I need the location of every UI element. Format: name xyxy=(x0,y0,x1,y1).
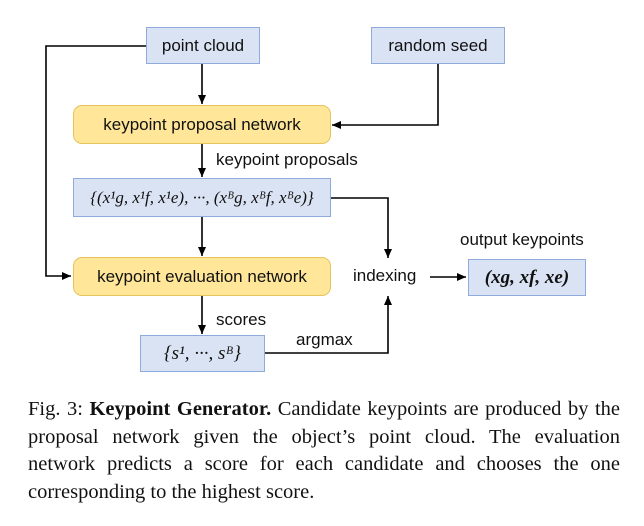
arrow-set-to-indexing xyxy=(331,197,392,258)
arrow-pointcloud-to-evaluation xyxy=(45,45,146,280)
caption-title: Keypoint Generator. xyxy=(89,398,272,420)
keypoint-evaluation-network-node: keypoint evaluation network xyxy=(73,257,331,296)
caption-prefix: Fig. 3: xyxy=(28,398,83,420)
keypoint-proposal-network-node: keypoint proposal network xyxy=(73,105,331,144)
arrow-scores-to-indexing xyxy=(265,296,392,354)
point-cloud-node: point cloud xyxy=(146,27,260,64)
output-keypoints-label: output keypoints xyxy=(460,230,584,249)
connector-layer xyxy=(45,45,466,354)
scores-set-node: {s¹, ···, sᴮ} xyxy=(140,335,265,372)
indexing-label: indexing xyxy=(353,266,417,285)
keypoint-proposals-set-node: {(x¹g, x¹f, x¹e), ···, (xᴮg, xᴮf, xᴮe)} xyxy=(73,178,331,217)
caption-text: Candidate keypoints are produced by the … xyxy=(28,398,621,503)
arrow-seed-to-proposal xyxy=(332,64,439,129)
figure-caption: Fig. 3: Keypoint Generator. Candidate ke… xyxy=(28,396,620,506)
scores-label: scores xyxy=(216,310,267,329)
argmax-label: argmax xyxy=(296,330,353,349)
random-seed-node: random seed xyxy=(371,27,505,64)
output-keypoint-node: (xg, xf, xe) xyxy=(468,259,586,296)
keypoint-proposals-label: keypoint proposals xyxy=(216,150,358,169)
